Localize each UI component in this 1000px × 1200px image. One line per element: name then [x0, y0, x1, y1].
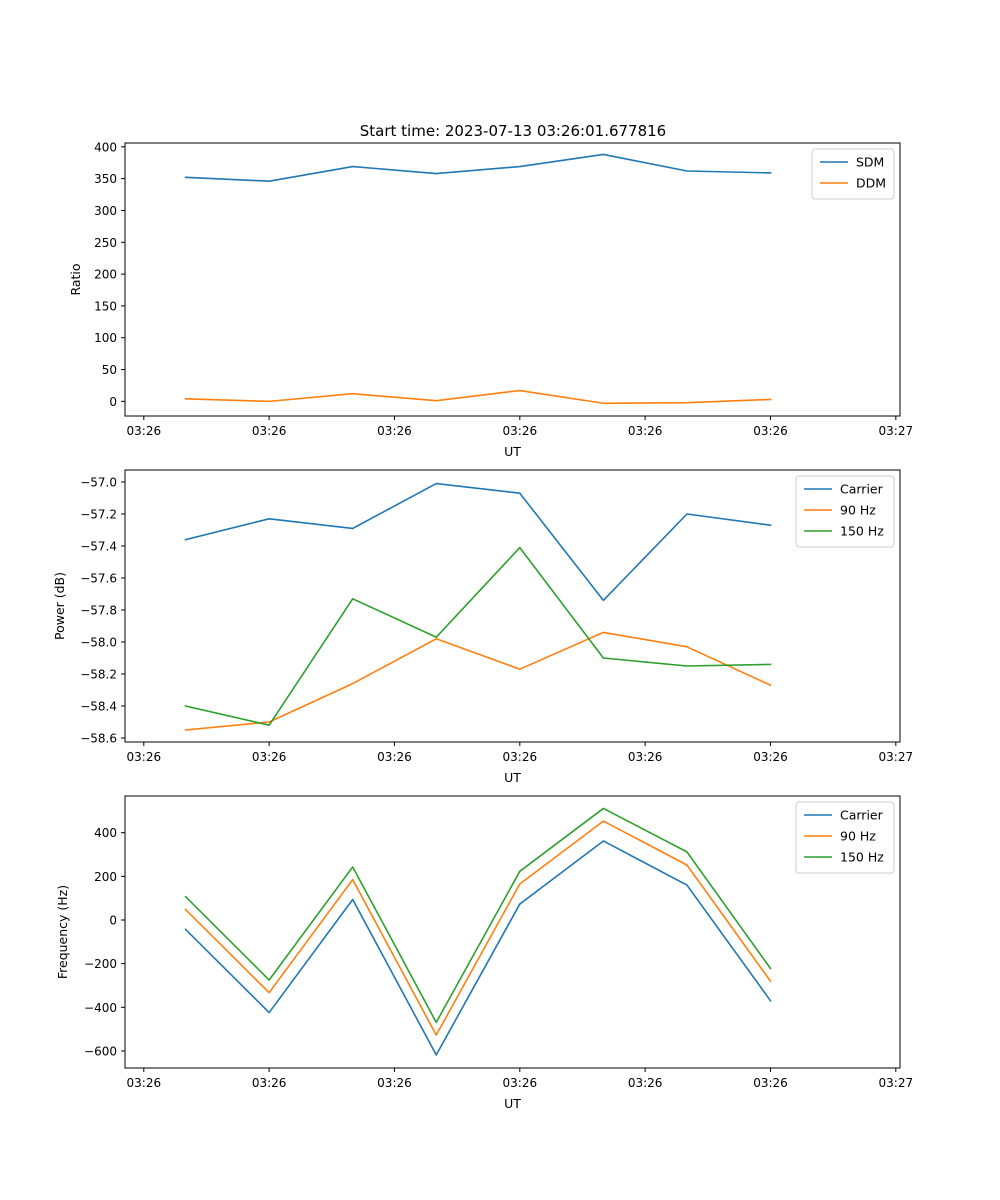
ratio-x-tick-label: 03:26 — [503, 424, 538, 438]
power-legend — [795, 475, 895, 548]
frequency-y-axis-label: Frequency (Hz) — [55, 885, 70, 979]
frequency-series-carrier — [184, 840, 772, 1056]
frequency-x-tick-label: 03:26 — [628, 1076, 663, 1090]
power-legend-label: 150 Hz — [840, 524, 884, 539]
frequency-x-tick-label: 03:27 — [879, 1076, 914, 1090]
subplot-frequency: 03:26 03:26 03:26 03:26 03:26 03:26 03:27 −600 −… — [55, 795, 914, 1111]
frequency-x-tick-label: 03:26 — [252, 1076, 287, 1090]
power-y-tick-label: −58.2 — [80, 668, 117, 682]
power-x-tick-label: 03:26 — [753, 750, 788, 764]
frequency-series-150-hz — [184, 807, 772, 1024]
power-x-tick-label: 03:26 — [252, 750, 287, 764]
ratio-x-axis-label: UT — [504, 444, 521, 459]
power-y-tick-label: −57.0 — [80, 476, 117, 490]
ratio-series-ddm — [184, 389, 772, 405]
frequency-x-tick-label: 03:26 — [377, 1076, 412, 1090]
ratio-x-tick-label: 03:27 — [879, 424, 914, 438]
ratio-y-tick-label: 300 — [94, 204, 117, 218]
chart-title: Start time: 2023-07-13 03:26:01.677816 — [360, 122, 666, 140]
power-x-tick-label: 03:26 — [377, 750, 412, 764]
frequency-y-tick-label: −600 — [84, 1044, 117, 1058]
frequency-x-tick-label: 03:26 — [503, 1076, 538, 1090]
power-y-tick-label: −58.6 — [80, 732, 117, 746]
ratio-x-tick-label: 03:26 — [127, 424, 162, 438]
frequency-x-tick-label: 03:26 — [127, 1076, 162, 1090]
power-y-tick-label: −57.2 — [80, 508, 117, 522]
ratio-legend-label: SDM — [856, 155, 884, 170]
power-y-tick-label: −57.4 — [80, 540, 117, 554]
subplot-power: 03:26 03:26 03:26 03:26 03:26 03:26 03:27 −58.6… — [52, 469, 914, 785]
power-series-carrier — [184, 482, 772, 602]
frequency-x-tick-label: 03:26 — [753, 1076, 788, 1090]
frequency-series-90-hz — [184, 820, 772, 1036]
subplot-ratio: 03:26 03:26 03:26 03:26 03:26 03:26 03:27 0 50 10… — [68, 140, 913, 459]
power-y-tick-label: −57.6 — [80, 572, 117, 586]
power-x-tick-label: 03:26 — [628, 750, 663, 764]
frequency-y-tick-label: −400 — [84, 1001, 117, 1015]
frequency-y-tick-label: 0 — [109, 913, 117, 927]
power-y-tick-label: −58.0 — [80, 636, 117, 650]
power-x-axis-label: UT — [504, 770, 521, 785]
power-legend-label: Carrier — [840, 482, 884, 497]
ratio-y-tick-label: 200 — [94, 268, 117, 282]
power-x-tick-label: 03:26 — [127, 750, 162, 764]
frequency-y-tick-label: −200 — [84, 957, 117, 971]
power-axes-frame — [124, 469, 901, 743]
power-legend-label: 90 Hz — [840, 503, 876, 518]
frequency-legend-label: Carrier — [840, 808, 884, 823]
frequency-legend-label: 150 Hz — [840, 850, 884, 865]
frequency-legend — [795, 801, 895, 874]
ratio-y-axis-label: Ratio — [68, 263, 83, 295]
ratio-series-sdm — [184, 153, 772, 182]
ratio-x-tick-label: 03:26 — [628, 424, 663, 438]
ratio-y-tick-label: 100 — [94, 331, 117, 345]
power-series-150-hz — [184, 546, 772, 727]
ratio-y-tick-label: 400 — [94, 140, 117, 154]
ratio-y-tick-label: 50 — [102, 363, 117, 377]
frequency-legend-label: 90 Hz — [840, 829, 876, 844]
ratio-axes-frame — [124, 142, 901, 417]
ratio-y-tick-label: 350 — [94, 172, 117, 186]
ratio-x-tick-label: 03:26 — [377, 424, 412, 438]
frequency-y-tick-label: 200 — [94, 870, 117, 884]
power-series-90-hz — [184, 631, 772, 731]
ratio-x-tick-label: 03:26 — [753, 424, 788, 438]
ratio-legend-label: DDM — [856, 176, 886, 191]
power-y-tick-label: −57.8 — [80, 604, 117, 618]
frequency-axes-frame — [124, 795, 901, 1069]
power-x-tick-label: 03:26 — [503, 750, 538, 764]
power-y-axis-label: Power (dB) — [52, 572, 67, 640]
ratio-y-tick-label: 150 — [94, 299, 117, 313]
ratio-y-tick-label: 0 — [109, 395, 117, 409]
ratio-y-tick-label: 250 — [94, 236, 117, 250]
power-y-tick-label: −58.4 — [80, 700, 117, 714]
ratio-x-tick-label: 03:26 — [252, 424, 287, 438]
frequency-x-axis-label: UT — [504, 1096, 521, 1111]
power-x-tick-label: 03:27 — [879, 750, 914, 764]
frequency-y-tick-label: 400 — [94, 826, 117, 840]
